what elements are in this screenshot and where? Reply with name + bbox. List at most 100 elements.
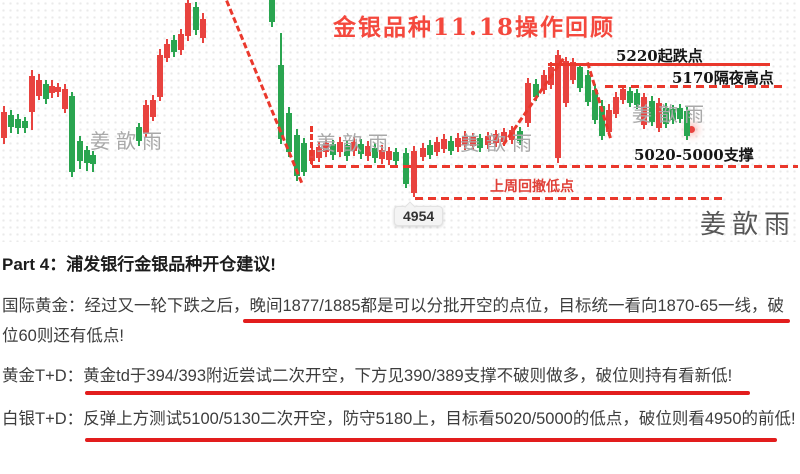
candle-body [656, 103, 662, 128]
candle-body [1, 112, 7, 138]
paragraph-silver-td: 白银T+D：反弹上方测试5100/5130二次开空，防守5180上，目标看502… [2, 410, 796, 428]
candle-body [434, 142, 440, 152]
underline-stroke-2 [85, 438, 777, 442]
candle-body [15, 119, 21, 128]
trend-dashed-line-3 [310, 126, 313, 164]
candle-body [143, 105, 149, 133]
candle-body [185, 3, 191, 36]
candle-body [278, 65, 284, 139]
watermark-4: 姜歆雨 [700, 210, 797, 240]
level-line-5020 [312, 165, 798, 168]
candle-body [592, 90, 598, 120]
candle-body [393, 152, 399, 161]
candle-body [641, 97, 647, 125]
candle-body [69, 96, 75, 172]
candle-body [525, 83, 531, 123]
candle-body [627, 91, 633, 103]
candle-body [493, 134, 499, 143]
candle-body [301, 143, 307, 172]
candle-body [49, 86, 55, 93]
signal-dot-marker [688, 126, 695, 133]
candle-body [386, 151, 392, 160]
candle-body [670, 109, 676, 120]
level-label-5170: 5170隔夜高点 [672, 69, 774, 87]
candle-body [136, 127, 142, 141]
watermark-2: 姜歆雨 [460, 131, 538, 155]
candle-body [570, 62, 576, 80]
level-line-5220 [548, 63, 770, 66]
level-label-lastweek-low: 上周回撤低点 [490, 179, 574, 195]
candle-body [563, 61, 569, 103]
level-label-5020: 5020-5000支撑 [634, 146, 754, 164]
candle-body [286, 113, 292, 152]
trend-dashed-line-0 [225, 0, 303, 184]
candle-body [541, 75, 547, 90]
candle-body [606, 110, 612, 132]
candle-body [193, 7, 199, 30]
candle-body [501, 132, 507, 142]
candle-body [372, 148, 378, 158]
watermark-1: 姜歆雨 [316, 131, 394, 155]
level-label-5220: 5220起跌点 [616, 47, 703, 65]
underline-stroke-0 [243, 319, 790, 323]
candle-body [403, 153, 409, 184]
candle-body [309, 150, 315, 161]
candle-body [358, 144, 364, 154]
level-line-lastweek-low [415, 197, 723, 200]
candle-body [323, 143, 329, 152]
candle-body [90, 155, 96, 164]
candle-body [351, 142, 357, 151]
candle-body [150, 100, 156, 117]
candle-body [477, 138, 483, 148]
candle-body [577, 67, 583, 88]
candle-body [84, 150, 90, 163]
candle-body [36, 80, 42, 96]
candle-body [634, 93, 640, 105]
candle-body [365, 146, 371, 156]
candle-body [585, 75, 591, 102]
candle-body [157, 55, 163, 97]
candle-body [684, 111, 690, 136]
candle-body [462, 136, 468, 145]
candle-body [420, 148, 426, 157]
candle-body [337, 142, 343, 152]
watermark-0: 姜歆雨 [90, 129, 168, 153]
candle-body [200, 19, 206, 38]
candle-body [43, 84, 49, 99]
candle-body [344, 145, 350, 156]
candle-body [22, 121, 28, 128]
candle-body [620, 89, 626, 100]
candle-body [455, 138, 461, 147]
candle-body [548, 67, 554, 85]
candle-body [555, 55, 561, 158]
candle-body [316, 147, 322, 158]
underline-stroke-1 [85, 391, 750, 395]
paragraph-gold-td: 黄金T+D：黄金td于394/393附近尝试二次开空，下方见390/389支撑不… [2, 367, 733, 385]
candle-body [164, 44, 170, 58]
candle-body [470, 137, 476, 146]
candle-body [677, 108, 683, 119]
candle-body [427, 145, 433, 155]
watermark-3: 姜歆雨 [632, 102, 710, 126]
candle-body [448, 141, 454, 151]
candle-body [441, 139, 447, 149]
candle-body [171, 40, 177, 52]
candle-body [663, 108, 669, 124]
candle-body [533, 84, 539, 97]
candle-body [55, 87, 61, 92]
candle-body [178, 34, 184, 50]
candle-body [613, 97, 619, 114]
candle-body [649, 101, 655, 122]
candle-body [294, 135, 300, 176]
candle-body [411, 151, 417, 193]
report-heading: Part 4：浦发银行金银品种开仓建议! [2, 255, 276, 274]
candle-body [77, 141, 83, 161]
candle-body [29, 76, 35, 112]
level-line-5170 [605, 85, 786, 88]
paragraph-intl-gold: 国际黄金：经过又一轮下跌之后，晚间1877/1885都是可以分批开空的点位，目标… [2, 297, 785, 345]
candle-body [330, 144, 336, 155]
chart-title: 金银品种11.18操作回顾 [333, 14, 616, 41]
candle-body [269, 0, 275, 22]
candle-body [8, 115, 14, 127]
